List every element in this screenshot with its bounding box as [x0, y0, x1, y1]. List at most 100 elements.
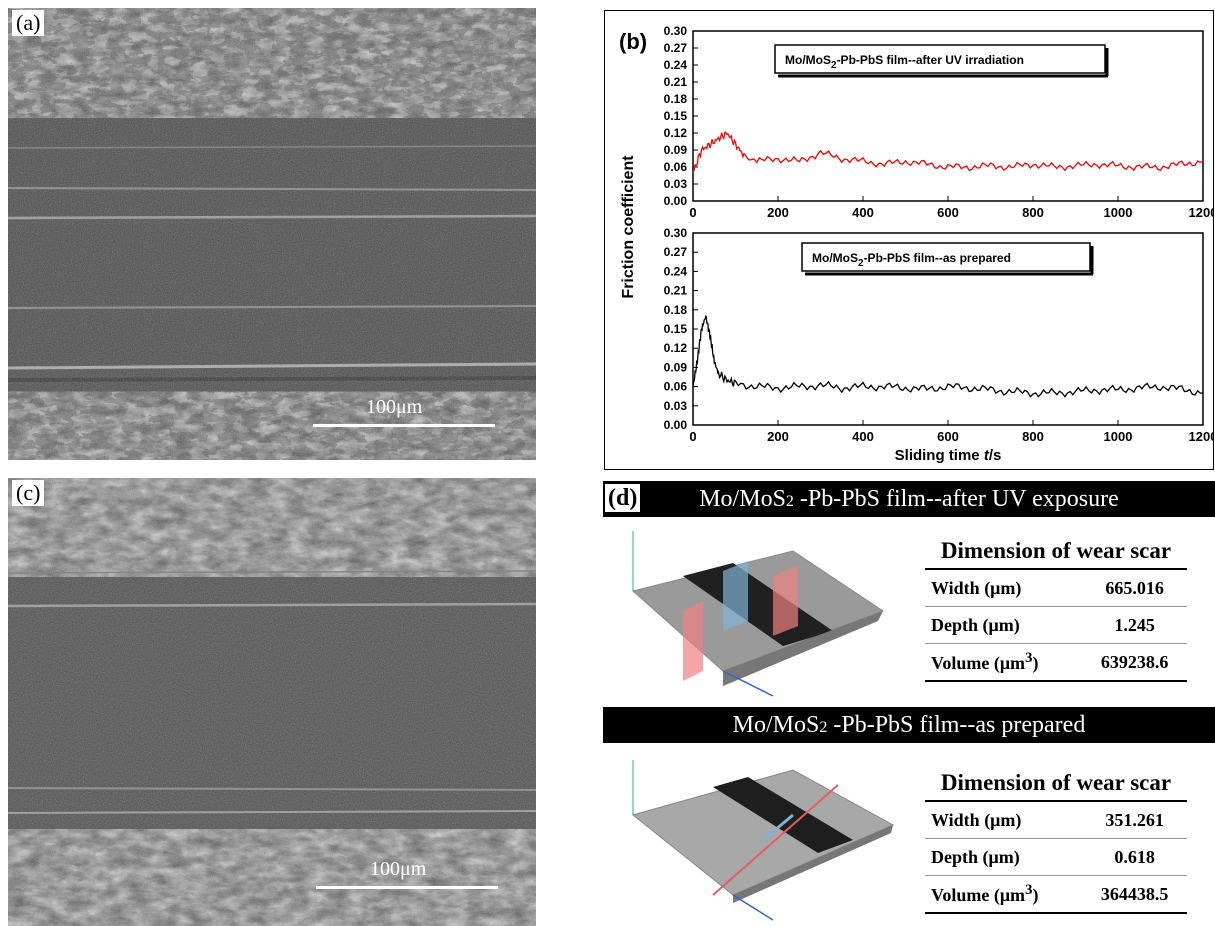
- y-tick-label-1-4: 0.12: [664, 341, 688, 355]
- x-axis-label-main: Sliding time: [895, 447, 984, 464]
- scale-bar-c: [316, 886, 498, 889]
- top-header-sub: 2: [785, 493, 794, 510]
- sem-texture-a: [8, 8, 536, 460]
- legend-bottom-text: Mo/MoS2-Pb-PbS film--as prepared: [812, 251, 1011, 269]
- wear-profile-3d-top: [631, 531, 885, 697]
- table-row: Volume (μm3) 639238.6: [925, 643, 1187, 682]
- volume-label: Volume (μm3): [925, 643, 1083, 682]
- friction-chart: 0.00 0.03 0.06 0.09 0.12 0.15 0.18 0.21 0.24 0.27…: [619, 24, 1215, 464]
- top-header-pre: Mo/MoS: [699, 486, 786, 512]
- y-tick-label-1-10: 0.30: [664, 226, 688, 240]
- sem-image-a: (a) 100μm: [8, 8, 536, 460]
- friction-chart-panel: 0.00 0.03 0.06 0.09 0.12 0.15 0.18 0.21 0.24 0.27…: [604, 10, 1215, 470]
- bottom-header-pre: Mo/MoS: [732, 712, 820, 738]
- volume-label-pre: Volume (μm: [931, 653, 1026, 673]
- x-axis-label-unit: /s: [989, 447, 1002, 464]
- volume-label-sup: 3: [1025, 650, 1033, 666]
- wear-scar-table-top: Dimension of wear scar Width (μm) 665.016…: [925, 534, 1187, 682]
- width-value-bottom: 351.261: [1082, 801, 1187, 839]
- wear-profile-3d-bottom: [631, 760, 895, 921]
- y-tick-label-1-2: 0.06: [664, 380, 688, 394]
- x-tick-label-0-4: 800: [1022, 205, 1044, 220]
- wear-scar-table-bottom: Dimension of wear scar Width (μm) 351.261…: [925, 766, 1187, 914]
- y-tick-label-1-1: 0.03: [664, 399, 688, 413]
- x-tick-label-0-2: 400: [852, 205, 874, 220]
- x-tick-label-1-5: 1000: [1104, 429, 1133, 444]
- y-tick-label-1-6: 0.18: [664, 303, 688, 317]
- legend-bottom-sub: 2: [858, 258, 864, 269]
- volume-label-pre: Volume (μm: [931, 885, 1026, 905]
- y-tick-label-0-0: 0.00: [664, 194, 688, 208]
- bottom-header-sub: 2: [819, 719, 828, 736]
- scale-bar-a: [313, 424, 495, 427]
- table-row: Depth (μm) 0.618: [925, 838, 1187, 876]
- y-tick-label-1-5: 0.15: [664, 322, 688, 336]
- x-tick-label-1-4: 800: [1022, 429, 1044, 444]
- x-axis-label-var: t: [984, 447, 990, 464]
- depth-label: Depth (μm): [925, 606, 1083, 644]
- x-axis-label: Sliding time t/s: [895, 447, 1002, 464]
- y-tick-label-1-7: 0.21: [664, 284, 688, 298]
- series-line-0-0: [692, 131, 1204, 173]
- bottom-header-bar: Mo/MoS2 -Pb-PbS film--as prepared: [603, 707, 1215, 743]
- bottom-header-post: -Pb-PbS film--as prepared: [827, 712, 1086, 738]
- legend-bottom-box: [801, 242, 1091, 272]
- y-tick-label-1-9: 0.27: [664, 245, 688, 259]
- table-title-bottom: Dimension of wear scar: [925, 766, 1187, 802]
- table-title-top: Dimension of wear scar: [925, 534, 1187, 570]
- legend-top-box: [774, 44, 1106, 74]
- panel-b-label: (b): [619, 29, 647, 54]
- legend-top-text: Mo/MoS2-Pb-PbS film--after UV irradiatio…: [785, 53, 1024, 71]
- y-tick-label-0-1: 0.03: [664, 177, 688, 191]
- sem-texture-c: [8, 478, 536, 926]
- table-row: Width (μm) 665.016: [925, 569, 1187, 607]
- width-label: Width (μm): [925, 569, 1083, 607]
- panel-c-label: (c): [12, 480, 45, 506]
- depth-label: Depth (μm): [925, 838, 1083, 876]
- x-tick-label-1-2: 400: [852, 429, 874, 444]
- legend-bottom-post: -Pb-PbS film--as prepared: [864, 251, 1011, 265]
- x-tick-label-0-5: 1000: [1104, 205, 1133, 220]
- y-tick-label-1-3: 0.09: [664, 360, 688, 374]
- wear-scar-panel: Mo/MoS2 -Pb-PbS film--after UV exposure …: [603, 481, 1215, 926]
- y-tick-label-1-8: 0.24: [664, 264, 688, 278]
- panel-d-label: (d): [605, 484, 641, 512]
- volume-label-sup: 3: [1025, 882, 1033, 898]
- volume-label: Volume (μm3): [925, 875, 1083, 914]
- top-header-bar: Mo/MoS2 -Pb-PbS film--after UV exposure: [603, 481, 1215, 517]
- y-tick-label-0-8: 0.24: [664, 58, 688, 72]
- x-tick-label-1-3: 600: [937, 429, 959, 444]
- volume-value-bottom: 364438.5: [1082, 875, 1187, 914]
- scale-bar-label-a: 100μm: [366, 396, 423, 418]
- y-tick-label-0-6: 0.18: [664, 92, 688, 106]
- panel-a-label: (a): [12, 10, 45, 36]
- sem-image-c: (c) 100μm: [8, 478, 536, 926]
- width-value-top: 665.016: [1082, 569, 1187, 607]
- table-row: Volume (μm3) 364438.5: [925, 875, 1187, 914]
- width-label: Width (μm): [925, 801, 1083, 839]
- depth-value-top: 1.245: [1082, 606, 1187, 644]
- y-tick-label-0-4: 0.12: [664, 126, 688, 140]
- x-tick-label-1-1: 200: [767, 429, 789, 444]
- table-row: Depth (μm) 1.245: [925, 606, 1187, 644]
- legend-bottom-pre: Mo/MoS: [812, 251, 858, 265]
- scale-bar-label-c: 100μm: [370, 858, 427, 880]
- y-tick-label-0-5: 0.15: [664, 109, 688, 123]
- y-tick-label-1-0: 0.00: [664, 418, 688, 432]
- y-tick-label-0-3: 0.09: [664, 143, 688, 157]
- volume-label-post: ): [1032, 653, 1039, 673]
- legend-top-sub: 2: [831, 60, 837, 71]
- top-header-post: -Pb-PbS film--after UV exposure: [793, 486, 1119, 512]
- y-axis-label: Friction coefficient: [620, 155, 637, 299]
- y-tick-label-0-10: 0.30: [664, 24, 688, 38]
- series-line-1-0: [692, 314, 1204, 398]
- table-row: Width (μm) 351.261: [925, 801, 1187, 839]
- x-tick-label-0-1: 200: [767, 205, 789, 220]
- volume-label-post: ): [1032, 885, 1039, 905]
- x-tick-label-0-0: 0: [689, 205, 696, 220]
- y-tick-label-0-9: 0.27: [664, 41, 688, 55]
- depth-value-bottom: 0.618: [1082, 838, 1187, 876]
- y-tick-label-0-7: 0.21: [664, 75, 688, 89]
- volume-value-top: 639238.6: [1082, 643, 1187, 682]
